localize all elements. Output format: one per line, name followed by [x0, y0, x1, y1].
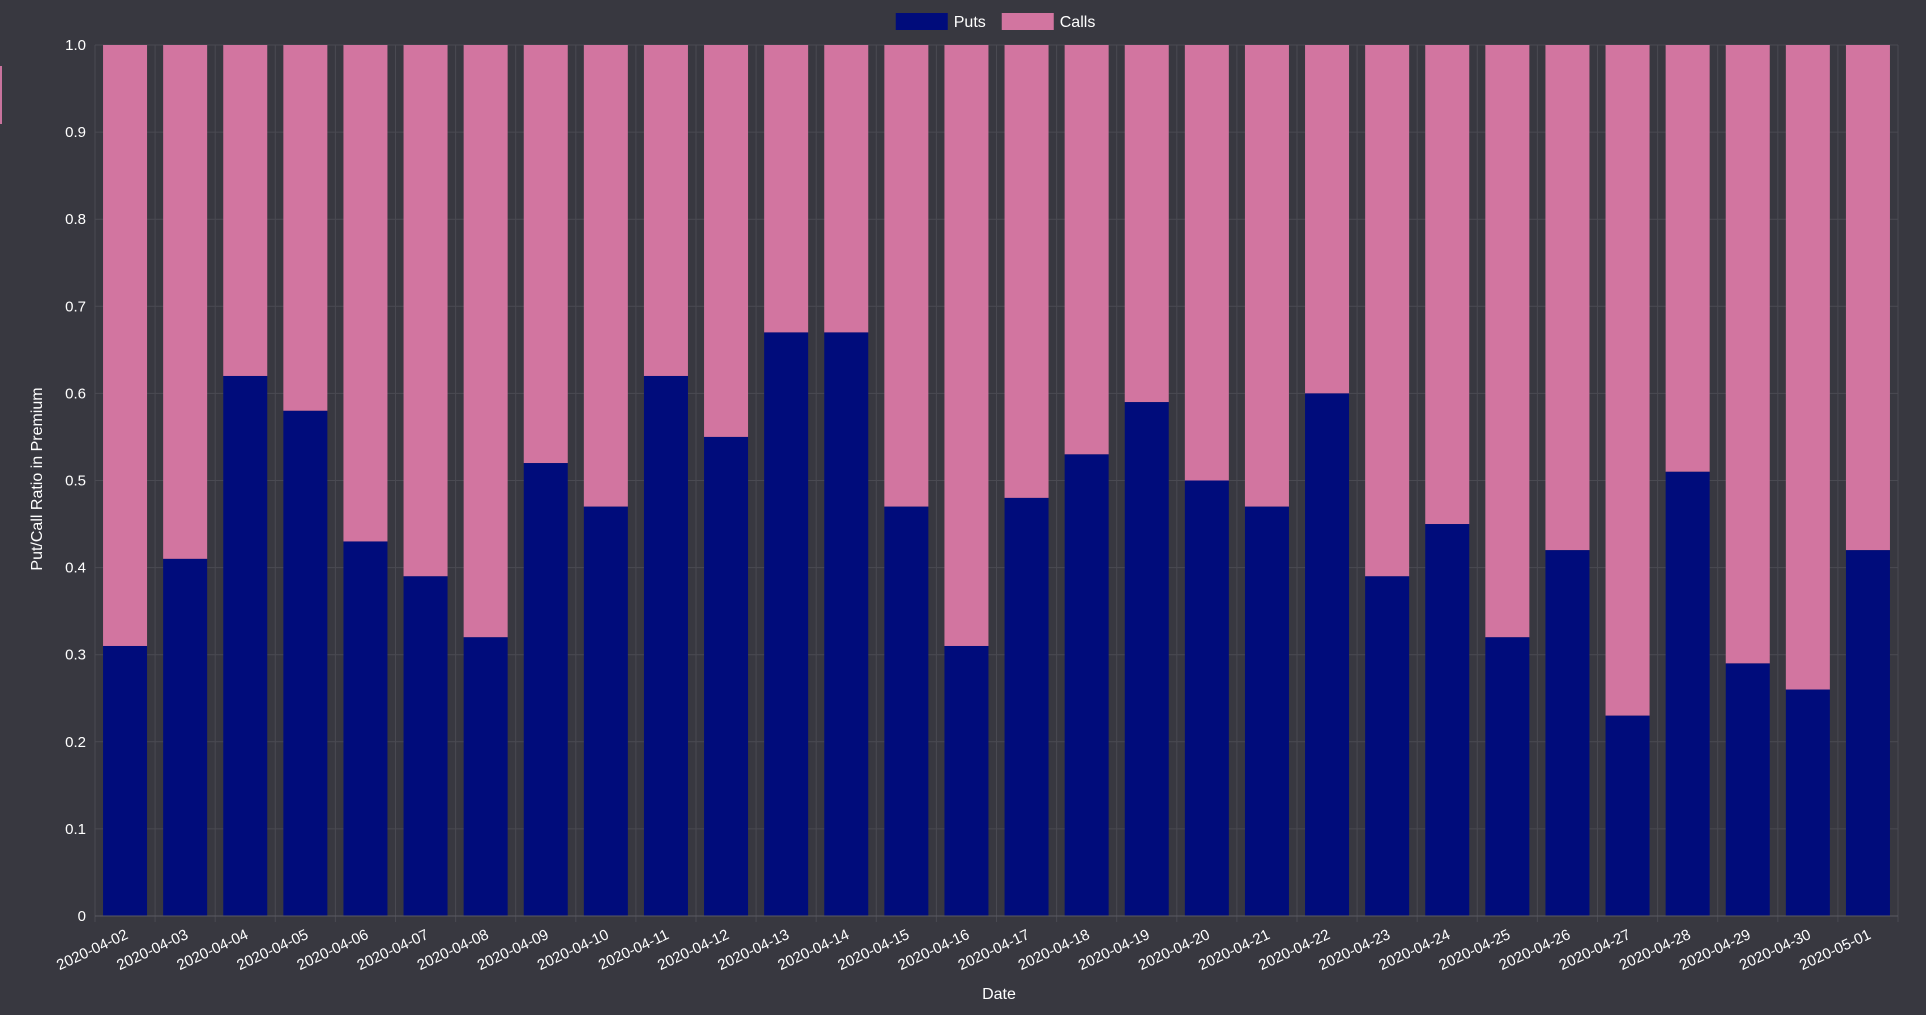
bar-puts-2020-04-23[interactable]	[1365, 576, 1410, 916]
bar-calls-2020-04-08[interactable]	[463, 45, 508, 638]
bar-puts-2020-04-16[interactable]	[944, 645, 989, 916]
bar-puts-2020-04-29[interactable]	[1725, 663, 1770, 916]
bar-calls-2020-04-14[interactable]	[824, 45, 869, 333]
bar-puts-2020-04-09[interactable]	[523, 463, 568, 916]
bar-calls-2020-04-15[interactable]	[884, 45, 929, 507]
bar-calls-2020-04-09[interactable]	[523, 45, 568, 464]
bars	[103, 45, 1890, 917]
bar-calls-2020-04-11[interactable]	[643, 45, 688, 376]
bar-puts-2020-04-10[interactable]	[583, 506, 628, 916]
bar-puts-2020-04-27[interactable]	[1605, 715, 1650, 916]
y-tick-label: 1.0	[65, 37, 86, 54]
y-tick-label: 0.9	[65, 124, 86, 141]
bar-calls-2020-04-07[interactable]	[403, 45, 448, 577]
bar-puts-2020-04-06[interactable]	[343, 541, 388, 916]
bar-puts-2020-04-26[interactable]	[1545, 550, 1590, 916]
y-tick-label: 0.4	[65, 560, 86, 577]
bar-calls-2020-05-01[interactable]	[1845, 45, 1890, 551]
bar-puts-2020-04-21[interactable]	[1244, 506, 1289, 916]
bar-puts-2020-04-13[interactable]	[764, 332, 809, 916]
legend-item-puts[interactable]: Puts	[895, 13, 986, 31]
bar-puts-2020-04-12[interactable]	[704, 436, 749, 916]
bar-calls-2020-04-22[interactable]	[1305, 45, 1350, 394]
bar-calls-2020-04-20[interactable]	[1184, 45, 1229, 481]
y-tick-label: 0.3	[65, 647, 86, 664]
bar-calls-2020-04-04[interactable]	[223, 45, 268, 376]
y-tick-label: 0.6	[65, 385, 86, 402]
bar-puts-2020-04-18[interactable]	[1064, 454, 1109, 916]
bar-calls-2020-04-19[interactable]	[1124, 45, 1169, 403]
bar-calls-2020-04-13[interactable]	[764, 45, 809, 333]
bar-puts-2020-04-20[interactable]	[1184, 480, 1229, 917]
bar-calls-2020-04-27[interactable]	[1605, 45, 1650, 716]
bar-puts-2020-04-02[interactable]	[103, 645, 148, 916]
bar-puts-2020-04-22[interactable]	[1305, 393, 1350, 916]
y-tick-label: 0.8	[65, 211, 86, 228]
bar-calls-2020-04-25[interactable]	[1485, 45, 1530, 638]
x-axis-title: Date	[982, 986, 1016, 1003]
legend-swatch-calls	[1001, 13, 1054, 30]
bar-calls-2020-04-18[interactable]	[1064, 45, 1109, 455]
bar-puts-2020-04-30[interactable]	[1785, 689, 1830, 916]
legend-swatch-puts	[895, 13, 948, 30]
bar-calls-2020-04-06[interactable]	[343, 45, 388, 542]
bar-calls-2020-04-02[interactable]	[103, 45, 148, 646]
bar-puts-2020-04-07[interactable]	[403, 576, 448, 916]
legend-label-puts: Puts	[954, 14, 986, 31]
y-tick-label: 0.5	[65, 473, 86, 490]
y-axis-title: Put/Call Ratio in Premium	[29, 387, 46, 570]
legend-label-calls: Calls	[1060, 14, 1096, 31]
bar-puts-2020-04-17[interactable]	[1004, 497, 1049, 916]
bar-calls-2020-04-12[interactable]	[704, 45, 749, 437]
bar-calls-2020-04-17[interactable]	[1004, 45, 1049, 498]
bar-puts-2020-04-04[interactable]	[223, 375, 268, 917]
bar-calls-2020-04-03[interactable]	[163, 45, 208, 559]
bar-puts-2020-04-05[interactable]	[283, 410, 328, 916]
legend-item-calls[interactable]: Calls	[1001, 13, 1096, 31]
y-tick-label: 0.7	[65, 298, 86, 315]
bar-calls-2020-04-21[interactable]	[1244, 45, 1289, 507]
bar-calls-2020-04-23[interactable]	[1365, 45, 1410, 577]
bar-calls-2020-04-05[interactable]	[283, 45, 328, 411]
bar-puts-2020-04-14[interactable]	[824, 332, 869, 916]
y-tick-label: 0	[78, 908, 86, 925]
grid-lines	[94, 44, 1899, 922]
bar-calls-2020-04-24[interactable]	[1425, 45, 1470, 525]
bar-calls-2020-04-26[interactable]	[1545, 45, 1590, 551]
bar-calls-2020-04-30[interactable]	[1785, 45, 1830, 690]
left-edge-accent	[0, 66, 2, 124]
legend[interactable]: Puts Calls	[895, 13, 1096, 31]
bar-puts-2020-04-08[interactable]	[463, 637, 508, 916]
bar-puts-2020-04-19[interactable]	[1124, 402, 1169, 916]
bar-puts-2020-04-24[interactable]	[1425, 524, 1470, 916]
bar-puts-2020-04-11[interactable]	[643, 375, 688, 917]
bar-calls-2020-04-16[interactable]	[944, 45, 989, 646]
y-tick-label: 0.1	[65, 821, 86, 838]
bar-calls-2020-04-10[interactable]	[583, 45, 628, 507]
bar-puts-2020-04-03[interactable]	[163, 558, 208, 916]
bar-puts-2020-04-25[interactable]	[1485, 637, 1530, 916]
y-tick-label: 0.2	[65, 734, 86, 751]
bar-calls-2020-04-28[interactable]	[1665, 45, 1710, 472]
bar-calls-2020-04-29[interactable]	[1725, 45, 1770, 664]
bar-puts-2020-05-01[interactable]	[1845, 550, 1890, 916]
bar-puts-2020-04-28[interactable]	[1665, 471, 1710, 916]
bar-puts-2020-04-15[interactable]	[884, 506, 929, 916]
